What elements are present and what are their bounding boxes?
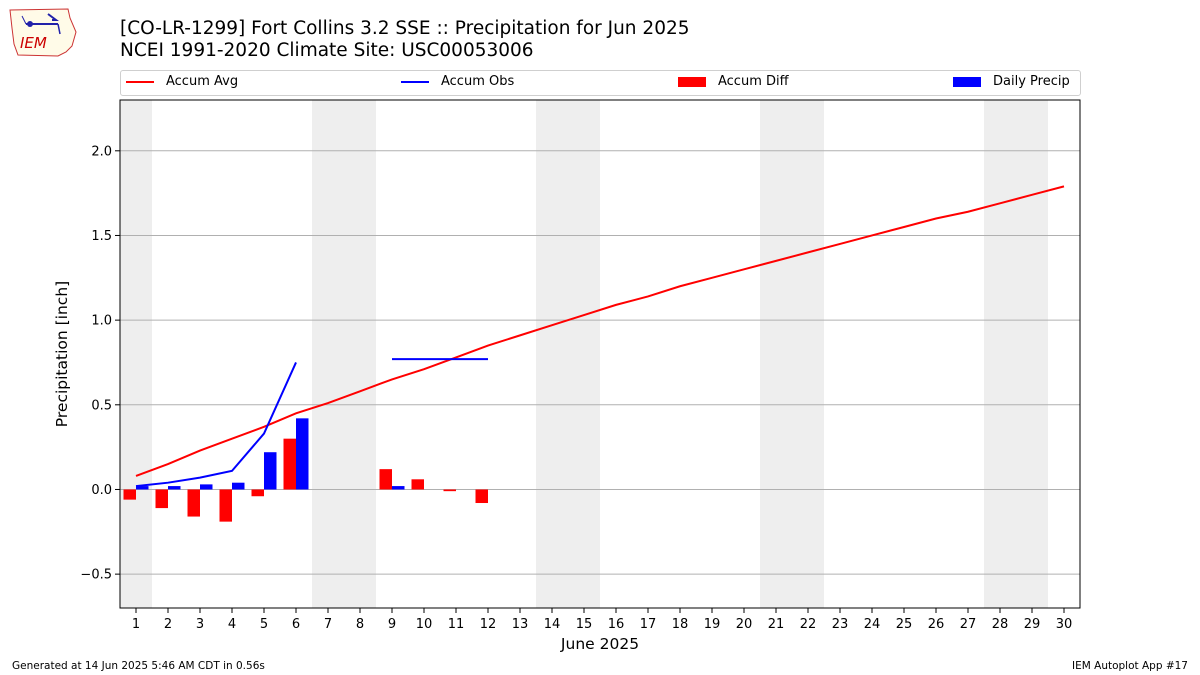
daily-precip-bar-1 <box>136 486 149 490</box>
legend-swatch-accum-avg <box>126 80 154 83</box>
legend-item-accum-avg: Accum Avg <box>126 74 238 89</box>
daily-precip-bar-5 <box>264 452 277 490</box>
xtick-label-20: 20 <box>736 617 753 632</box>
y-axis-label: Precipitation [inch] <box>53 281 71 427</box>
legend-swatch-accum-obs <box>401 80 429 83</box>
xtick-label-7: 7 <box>324 617 332 632</box>
accum-obs-line-0 <box>135 362 297 488</box>
ytick-label-2: 0.5 <box>91 398 112 413</box>
accum-diff-bar-2 <box>155 489 168 509</box>
xtick-label-14: 14 <box>544 617 561 632</box>
accum-avg-line-0 <box>135 185 1065 477</box>
ytick-label-1: 0.0 <box>91 483 112 498</box>
footer-generated: Generated at 14 Jun 2025 5:46 AM CDT in … <box>12 660 265 672</box>
ytick-label-5: 2.0 <box>91 144 112 159</box>
xtick-label-18: 18 <box>672 617 689 632</box>
weekend-shade-1 <box>312 100 376 608</box>
xtick-label-27: 27 <box>960 617 977 632</box>
xtick-label-12: 12 <box>480 617 497 632</box>
xtick-label-24: 24 <box>864 617 881 632</box>
xtick-label-26: 26 <box>928 617 945 632</box>
xtick-label-16: 16 <box>608 617 625 632</box>
xtick-label-1: 1 <box>132 617 140 632</box>
weekend-shade-2 <box>536 100 600 608</box>
accum-diff-bar-1 <box>123 489 136 500</box>
accum-diff-bar-4 <box>219 489 232 522</box>
daily-precip-bar-9 <box>392 486 405 490</box>
accum-diff-bar-10 <box>411 479 424 490</box>
legend-item-accum-obs: Accum Obs <box>401 74 514 89</box>
xtick-label-6: 6 <box>292 617 300 632</box>
accum-diff-bar-3 <box>187 489 200 517</box>
legend-label-accum-avg: Accum Avg <box>166 74 239 89</box>
accum-diff-bar-12 <box>475 489 488 504</box>
legend-label-accum-diff: Accum Diff <box>718 74 789 89</box>
accum-diff-bar-9 <box>379 469 392 490</box>
plot-frame <box>119 99 1081 609</box>
iem-logo: IEM <box>9 8 77 57</box>
ytick-label-3: 1.0 <box>91 314 112 329</box>
legend-label-accum-obs: Accum Obs <box>441 74 515 89</box>
x-axis-label: June 2025 <box>560 635 639 653</box>
xtick-label-2: 2 <box>164 617 172 632</box>
xtick-label-30: 30 <box>1056 617 1073 632</box>
xtick-label-25: 25 <box>896 617 913 632</box>
daily-precip-bar-3 <box>200 484 213 490</box>
daily-precip-bar-6 <box>296 418 309 490</box>
xtick-label-22: 22 <box>800 617 817 632</box>
legend-swatch-accum-diff <box>678 76 706 87</box>
xtick-label-21: 21 <box>768 617 785 632</box>
ytick-label-0: −0.5 <box>80 568 112 583</box>
xtick-label-15: 15 <box>576 617 593 632</box>
daily-precip-bar-4 <box>232 482 245 490</box>
xtick-label-13: 13 <box>512 617 529 632</box>
accum-diff-bar-6 <box>283 438 296 490</box>
xtick-label-23: 23 <box>832 617 849 632</box>
xtick-label-19: 19 <box>704 617 721 632</box>
legend-swatch-daily-precip <box>953 76 981 87</box>
weekend-shade-4 <box>984 100 1048 608</box>
chart-legend: Accum Avg Accum Obs Accum Diff Daily Pre… <box>120 70 1081 96</box>
weekend-shade-0 <box>120 100 152 608</box>
legend-item-accum-diff: Accum Diff <box>678 74 789 89</box>
weekend-shade-3 <box>760 100 824 608</box>
xtick-label-29: 29 <box>1024 617 1041 632</box>
xtick-label-28: 28 <box>992 617 1009 632</box>
xtick-label-11: 11 <box>448 617 465 632</box>
xtick-label-4: 4 <box>228 617 236 632</box>
ytick-label-4: 1.5 <box>91 229 112 244</box>
xtick-label-9: 9 <box>388 617 396 632</box>
legend-label-daily-precip: Daily Precip <box>993 74 1070 89</box>
xtick-label-3: 3 <box>196 617 204 632</box>
xtick-label-10: 10 <box>416 617 433 632</box>
accum-diff-bar-5 <box>251 489 264 497</box>
xtick-label-17: 17 <box>640 617 657 632</box>
footer-app: IEM Autoplot App #17 <box>1072 660 1188 672</box>
chart-subtitle: NCEI 1991-2020 Climate Site: USC00053006 <box>120 40 534 61</box>
chart-title: [CO-LR-1299] Fort Collins 3.2 SSE :: Pre… <box>120 18 690 39</box>
logo-text: IEM <box>20 34 47 52</box>
daily-precip-bar-2 <box>168 486 181 490</box>
legend-item-daily-precip: Daily Precip <box>953 74 1070 89</box>
accum-diff-bar-11 <box>443 489 456 492</box>
xtick-label-5: 5 <box>260 617 268 632</box>
xtick-label-8: 8 <box>356 617 364 632</box>
